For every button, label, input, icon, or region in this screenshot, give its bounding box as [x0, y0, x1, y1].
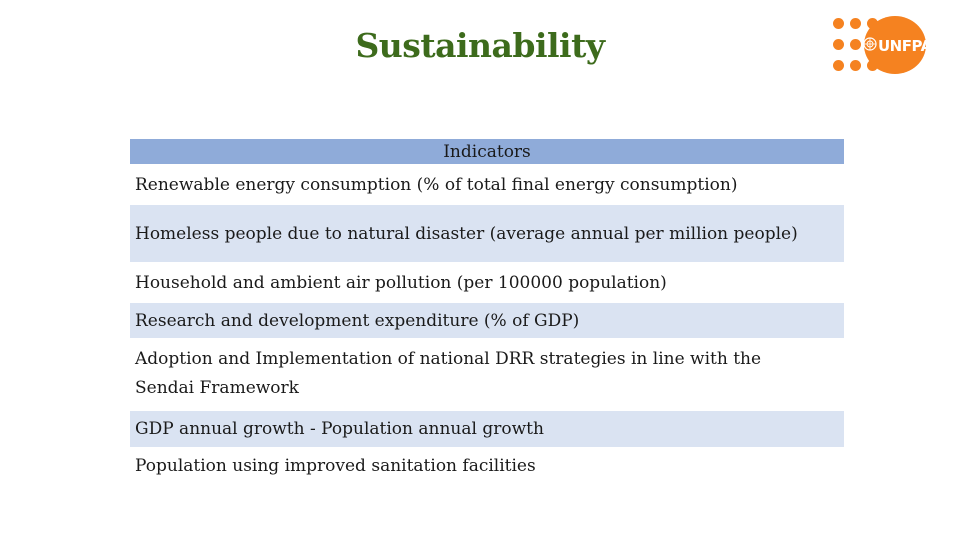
logo-dot: [833, 18, 844, 29]
un-emblem-icon: [863, 37, 877, 51]
logo-circle: [864, 16, 926, 74]
logo-dot: [850, 18, 861, 29]
slide-title: Sustainability: [355, 26, 605, 65]
table-row: Household and ambient air pollution (per…: [130, 262, 844, 302]
table-row: Population using improved sanitation fac…: [130, 447, 844, 483]
logo-text: UNFPA: [878, 37, 932, 55]
row-text: Household and ambient air pollution (per…: [135, 273, 667, 293]
logo-dot: [833, 39, 844, 50]
row-text: Renewable energy consumption (% of total…: [135, 175, 738, 195]
table-row: Adoption and Implementation of national …: [130, 338, 844, 410]
table-row: Homeless people due to natural disaster …: [130, 204, 844, 262]
row-text: GDP annual growth - Population annual gr…: [135, 419, 544, 439]
logo-dot: [850, 39, 861, 50]
table-row: Research and development expenditure (% …: [130, 302, 844, 338]
logo-dot: [833, 60, 844, 71]
table-row: GDP annual growth - Population annual gr…: [130, 410, 844, 447]
row-text: Adoption and Implementation of national …: [135, 349, 762, 398]
table-header: Indicators: [130, 138, 844, 164]
row-text: Population using improved sanitation fac…: [135, 456, 536, 476]
table-row: Renewable energy consumption (% of total…: [130, 164, 844, 204]
row-text: Research and development expenditure (% …: [135, 311, 580, 331]
indicators-table: Indicators Renewable energy consumption …: [130, 138, 844, 483]
row-text: Homeless people due to natural disaster …: [135, 224, 798, 244]
logo-dot: [850, 60, 861, 71]
